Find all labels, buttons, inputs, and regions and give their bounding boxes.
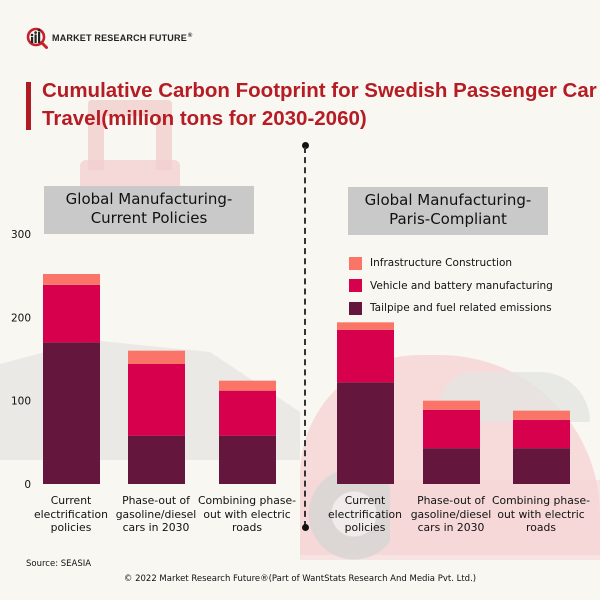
panel-title-current-policies: Global Manufacturing- Current Policies bbox=[44, 186, 254, 234]
bar-segment-paris-1-vehicle bbox=[337, 329, 394, 383]
legend-item-infrastructure: Infrastructure Construction bbox=[349, 252, 553, 275]
brand-name: MARKET RESEARCH FUTURE® bbox=[52, 33, 193, 43]
legend-item-vehicle-battery: Vehicle and battery manufacturing bbox=[349, 275, 553, 298]
bar-segment-paris-1-tailpipe bbox=[337, 382, 394, 484]
legend-swatch-tailpipe bbox=[349, 301, 362, 315]
page-title: Cumulative Carbon Footprint for Swedish … bbox=[42, 79, 597, 130]
legend-label: Infrastructure Construction bbox=[370, 257, 513, 270]
magnifier-chart-icon bbox=[26, 27, 48, 49]
legend-label: Tailpipe and fuel related emissions bbox=[370, 302, 552, 315]
y-tick-label-200: 200 bbox=[11, 312, 31, 324]
brand-logo: MARKET RESEARCH FUTURE® bbox=[26, 27, 193, 49]
y-tick-label-100: 100 bbox=[11, 396, 31, 408]
bar-segment-paris-3-vehicle bbox=[513, 419, 570, 449]
panel-title-paris-compliant: Global Manufacturing- Paris-Compliant bbox=[348, 187, 548, 235]
bar-segment-current-1-vehicle bbox=[43, 284, 100, 343]
bar-segment-paris-2-vehicle bbox=[423, 409, 480, 449]
bar-segment-paris-1-infrastructure bbox=[337, 322, 394, 330]
legend-label: Vehicle and battery manufacturing bbox=[370, 279, 553, 292]
bar-segment-current-2-infrastructure bbox=[128, 350, 185, 364]
bar-segment-current-3-tailpipe bbox=[219, 435, 276, 484]
legend-item-tailpipe: Tailpipe and fuel related emissions bbox=[349, 297, 553, 320]
bar-segment-paris-2-tailpipe bbox=[423, 448, 480, 484]
bar-segment-current-1-infrastructure bbox=[43, 274, 100, 285]
divider-dot-top bbox=[301, 142, 309, 149]
chart-paris-compliant bbox=[337, 322, 570, 484]
y-tick-label-300: 300 bbox=[11, 229, 31, 241]
panel-divider bbox=[304, 147, 306, 527]
bar-segment-paris-3-tailpipe bbox=[513, 448, 570, 484]
bar-segment-current-3-infrastructure bbox=[219, 380, 276, 391]
bar-segment-current-2-tailpipe bbox=[128, 435, 185, 484]
category-label-left-1: Current electrification policies bbox=[34, 494, 108, 534]
title-accent-bar bbox=[26, 82, 31, 130]
category-label-right-2: Phase-out of gasoline/diesel cars in 203… bbox=[410, 494, 492, 534]
source-note: Source: SEASIA bbox=[26, 559, 92, 569]
category-label-right-3: Combining phase-out with electric roads bbox=[492, 494, 590, 534]
category-label-right-1: Current electrification policies bbox=[328, 494, 402, 534]
copyright-note: © 2022 Market Research Future®(Part of W… bbox=[123, 574, 477, 584]
bar-segment-current-3-vehicle bbox=[219, 390, 276, 436]
category-label-left-3: Combining phase-out with electric roads bbox=[198, 494, 296, 534]
bar-segment-current-1-tailpipe bbox=[43, 342, 100, 484]
chart-legend: Infrastructure Construction Vehicle and … bbox=[349, 252, 553, 320]
legend-swatch-infrastructure bbox=[349, 256, 362, 270]
bar-segment-current-2-vehicle bbox=[128, 364, 185, 436]
divider-dot-bottom bbox=[301, 524, 309, 531]
chart-current-policies bbox=[43, 274, 276, 484]
bar-segment-paris-2-infrastructure bbox=[423, 400, 480, 410]
bar-segment-paris-3-infrastructure bbox=[513, 410, 570, 420]
legend-swatch-vehicle-battery bbox=[349, 279, 362, 293]
category-label-left-2: Phase-out of gasoline/diesel cars in 203… bbox=[115, 494, 197, 534]
y-tick-label-0: 0 bbox=[24, 479, 31, 491]
